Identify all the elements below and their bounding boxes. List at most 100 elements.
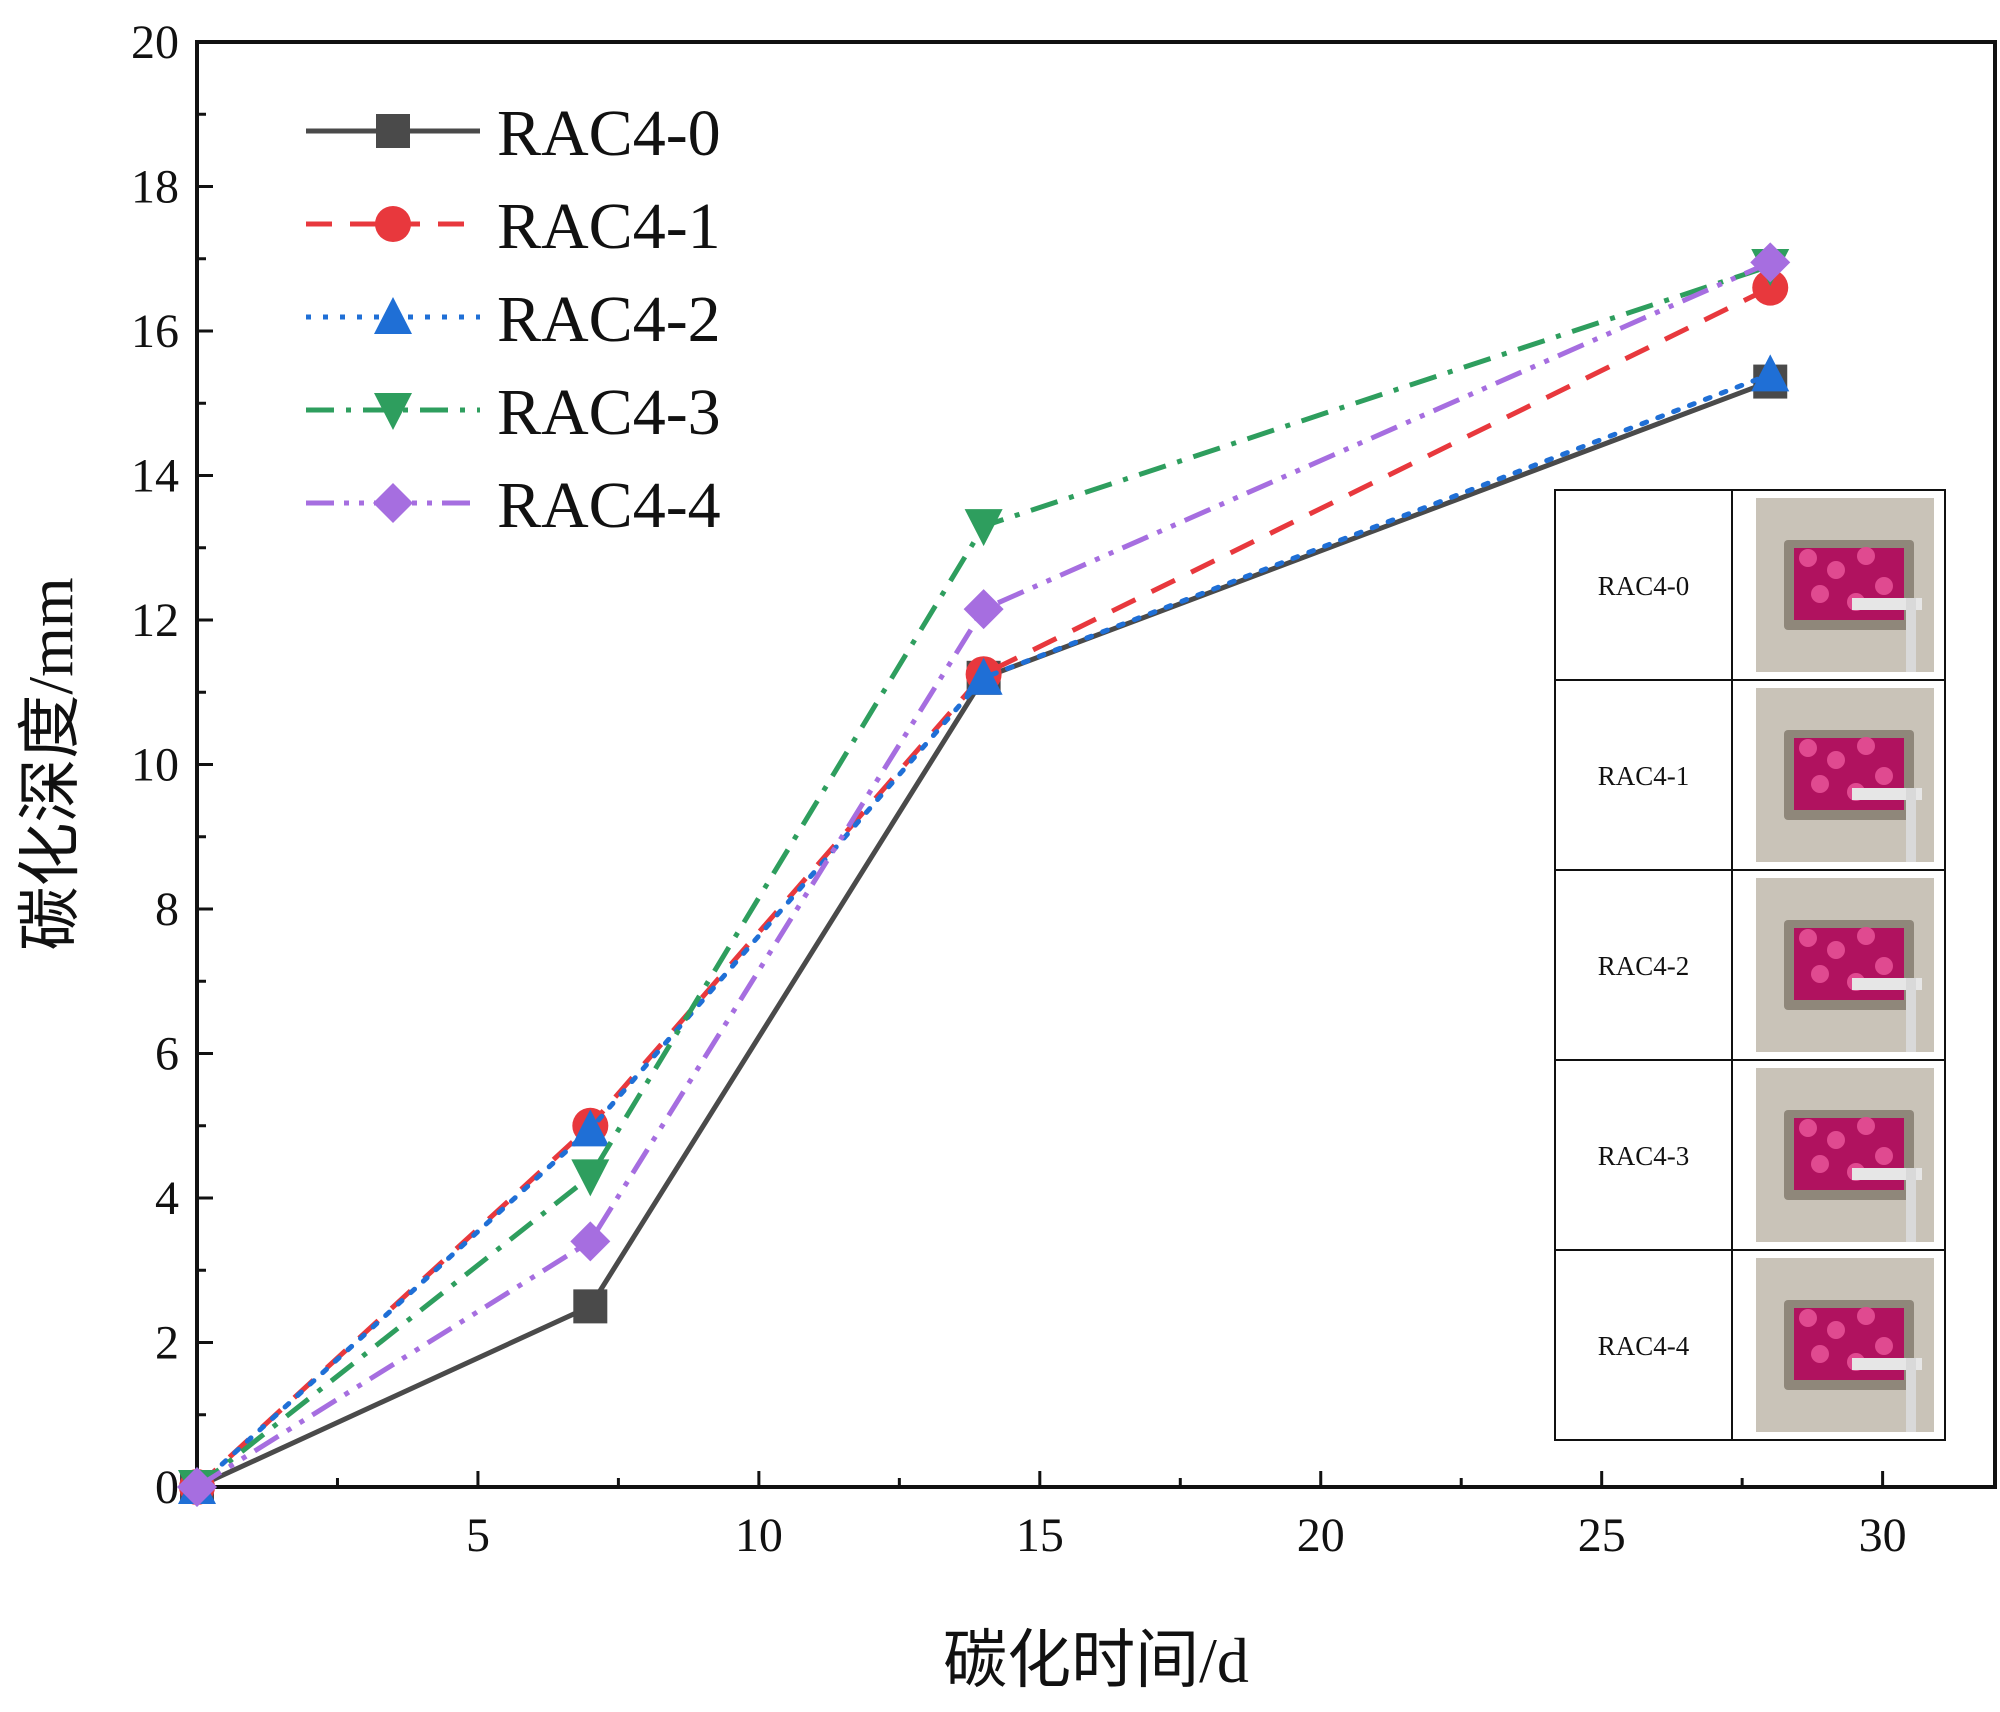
carbonation-specimen-photo [1756, 498, 1934, 672]
aggregate-spot [1875, 767, 1893, 785]
caliper-jaw [1906, 788, 1916, 862]
legend-marker [373, 483, 413, 523]
aggregate-spot [1857, 1117, 1875, 1135]
aggregate-spot [1811, 775, 1829, 793]
caliper-beam [1852, 788, 1922, 800]
inset-photo-table: RAC4-0 RAC4-1 RAC4-2 RAC4-3 RAC4-4 [1554, 489, 1946, 1441]
legend-label: RAC4-3 [497, 376, 721, 449]
inset-row-label: RAC4-1 [1598, 761, 1690, 791]
legend-item: RAC4-0 [306, 97, 721, 170]
aggregate-spot [1857, 927, 1875, 945]
aggregate-spot [1799, 929, 1817, 947]
aggregate-spot [1875, 1337, 1893, 1355]
caliper-beam [1852, 1168, 1922, 1180]
carbonation-specimen-photo [1756, 1258, 1934, 1432]
series-line [195, 285, 1772, 1489]
caliper-beam [1852, 598, 1922, 610]
x-tick-label: 30 [1859, 1509, 1907, 1562]
aggregate-spot [1827, 1131, 1845, 1149]
aggregate-spot [1799, 1309, 1817, 1327]
data-point [1751, 354, 1790, 392]
aggregate-spot [1827, 751, 1845, 769]
y-tick-label: 10 [131, 739, 179, 792]
inset-row: RAC4-0 [1598, 498, 1934, 672]
data-point [1752, 269, 1789, 306]
y-tick-label: 16 [131, 305, 179, 358]
y-tick-label: 20 [131, 16, 179, 69]
legend-label: RAC4-2 [497, 283, 721, 356]
legend-item: RAC4-4 [306, 469, 721, 542]
data-point [964, 509, 1003, 547]
caliper-beam [1852, 978, 1922, 990]
x-tick-label: 15 [1016, 1509, 1064, 1562]
inset-row-label: RAC4-4 [1598, 1331, 1690, 1361]
data-point [571, 1159, 610, 1197]
inset-row-label: RAC4-2 [1598, 951, 1690, 981]
data-point [571, 1109, 610, 1147]
aggregate-spot [1811, 965, 1829, 983]
x-tick-label: 25 [1578, 1509, 1626, 1562]
series-group [177, 242, 1791, 1507]
inset-row: RAC4-1 [1555, 679, 1945, 862]
inset-row: RAC4-4 [1555, 1249, 1945, 1432]
caliper-jaw [1906, 978, 1916, 1052]
legend-item: RAC4-1 [306, 190, 721, 263]
legend-marker [374, 297, 412, 334]
aggregate-spot [1799, 739, 1817, 757]
legend-label: RAC4-1 [497, 190, 721, 263]
inset-row-label: RAC4-3 [1598, 1141, 1690, 1171]
y-tick-label: 6 [155, 1028, 179, 1081]
legend-label: RAC4-0 [497, 97, 721, 170]
aggregate-spot [1875, 1147, 1893, 1165]
x-tick-label: 10 [735, 1509, 783, 1562]
data-point [177, 1467, 217, 1507]
x-tick-label: 20 [1297, 1509, 1345, 1562]
series-RAC4-4 [177, 242, 1791, 1507]
aggregate-spot [1875, 577, 1893, 595]
y-tick-label: 0 [155, 1461, 179, 1514]
data-point [570, 1221, 611, 1262]
legend-marker [375, 206, 411, 242]
legend: RAC4-0 RAC4-1 RAC4-2 RAC4-3 RAC4-4 [306, 97, 721, 542]
y-tick-label: 2 [155, 1317, 179, 1370]
y-tick-label: 14 [131, 450, 179, 503]
series-line [195, 379, 1772, 1490]
aggregate-spot [1827, 1321, 1845, 1339]
data-point [573, 1289, 608, 1324]
y-axis-title: 碳化深度/mm [15, 577, 86, 950]
y-tick-label: 18 [131, 161, 179, 214]
legend-label: RAC4-4 [497, 469, 721, 542]
y-tick-label: 4 [155, 1172, 179, 1225]
series-line [195, 260, 1772, 1490]
carbonation-specimen-photo [1756, 878, 1934, 1052]
y-axis-ticks: 0 2 4 6 8 10 12 14 16 18 20 [131, 16, 213, 1514]
caliper-jaw [1906, 598, 1916, 672]
aggregate-spot [1811, 585, 1829, 603]
legend-marker [376, 114, 410, 148]
data-point [963, 589, 1004, 630]
series-RAC4-3 [178, 248, 1790, 1507]
legend-item: RAC4-3 [306, 376, 721, 449]
x-axis-title: 碳化时间/d [943, 1625, 1249, 1696]
legend-item: RAC4-2 [306, 283, 721, 356]
caliper-jaw [1906, 1358, 1916, 1432]
data-point [964, 657, 1003, 695]
x-tick-label: 5 [466, 1509, 490, 1562]
caliper-beam [1852, 1358, 1922, 1370]
inset-row: RAC4-3 [1555, 1059, 1945, 1242]
y-tick-label: 8 [155, 883, 179, 936]
aggregate-spot [1811, 1345, 1829, 1363]
aggregate-spot [1857, 547, 1875, 565]
series-RAC4-1 [179, 269, 1789, 1505]
carbonation-specimen-photo [1756, 688, 1934, 862]
x-axis-ticks: 5 10 15 20 25 30 [335, 1471, 1907, 1562]
aggregate-spot [1857, 737, 1875, 755]
y-tick-label: 12 [131, 594, 179, 647]
inset-row-label: RAC4-0 [1598, 571, 1690, 601]
series-line [195, 263, 1772, 1489]
series-line [194, 371, 1773, 1490]
aggregate-spot [1799, 1119, 1817, 1137]
data-point [1750, 242, 1791, 283]
